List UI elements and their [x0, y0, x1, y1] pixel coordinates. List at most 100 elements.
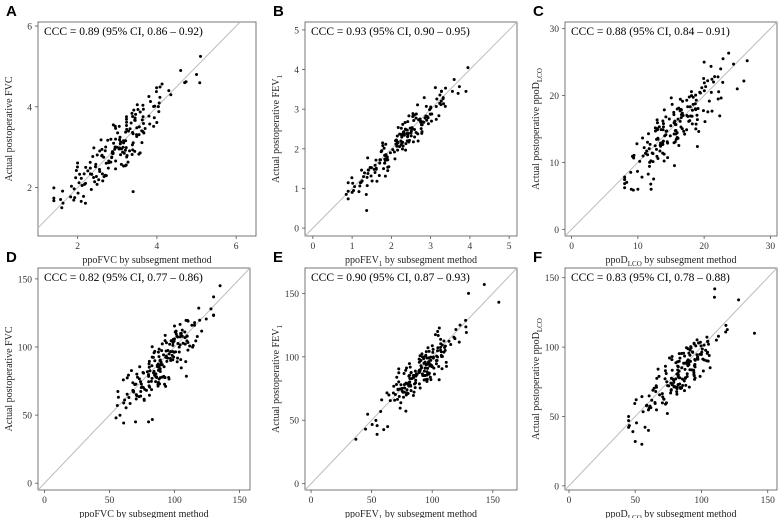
data-point [147, 393, 151, 397]
data-point [193, 321, 197, 325]
data-point [155, 121, 159, 125]
data-point [72, 198, 76, 202]
y-tick-label: 5 [294, 26, 299, 36]
data-point [84, 165, 88, 169]
data-point [437, 326, 441, 330]
data-point [709, 64, 713, 68]
data-point [670, 102, 674, 106]
data-point [358, 184, 362, 188]
data-point [429, 355, 433, 359]
data-point [752, 331, 756, 335]
ccc-annotation: CCC = 0.82 (95% CI, 0.77 – 0.86) [44, 272, 203, 284]
data-point [634, 398, 638, 402]
data-point [147, 359, 151, 363]
data-point [160, 342, 164, 346]
data-point [184, 374, 188, 378]
data-point [346, 197, 350, 201]
data-point [431, 356, 435, 360]
data-point [386, 169, 390, 173]
data-point [140, 118, 144, 122]
data-point [694, 93, 698, 97]
data-point [666, 156, 670, 160]
x-tick-label: 3 [428, 242, 433, 252]
data-point [103, 149, 107, 153]
data-point [419, 127, 423, 131]
data-point [675, 387, 679, 391]
data-point [375, 179, 379, 183]
data-point [403, 127, 407, 131]
data-point [400, 141, 404, 145]
data-point [137, 377, 141, 381]
data-point [427, 349, 431, 353]
data-point [147, 365, 151, 369]
data-point [400, 389, 404, 393]
data-point [686, 105, 690, 109]
data-point [397, 380, 401, 384]
data-point [145, 370, 149, 374]
data-point [661, 151, 665, 155]
data-point [138, 365, 142, 369]
data-point [152, 116, 156, 120]
data-point [134, 382, 138, 386]
data-point [396, 141, 400, 145]
data-point [707, 342, 711, 346]
data-point [420, 372, 424, 376]
data-point [395, 375, 399, 379]
data-point [676, 375, 680, 379]
data-point [397, 394, 401, 398]
data-point [698, 374, 702, 378]
data-point [177, 350, 181, 354]
data-point [665, 412, 669, 416]
data-point [678, 356, 682, 360]
data-point [160, 82, 164, 86]
data-point [184, 318, 188, 322]
data-point [137, 125, 141, 129]
data-point [654, 147, 658, 151]
data-point [386, 425, 390, 429]
data-point [375, 424, 379, 428]
data-point [724, 323, 728, 327]
data-point [129, 369, 133, 373]
data-point [88, 160, 92, 164]
data-point [654, 384, 658, 388]
data-point [135, 134, 139, 138]
data-point [131, 115, 135, 119]
data-point [400, 133, 404, 137]
data-point [432, 372, 436, 376]
y-tick-label: 50 [23, 412, 33, 422]
x-tick-label: 100 [425, 496, 440, 506]
data-point [701, 109, 705, 113]
data-point [52, 199, 56, 203]
data-point [677, 352, 681, 356]
data-point [688, 348, 692, 352]
data-point [72, 187, 76, 191]
data-point [186, 348, 190, 352]
panel-B: B CCC = 0.93 (95% CI, 0.90 – 0.95) 0 1 2 3 4 5 0… [271, 3, 518, 268]
data-point [705, 335, 709, 339]
data-point [700, 350, 704, 354]
data-point [131, 132, 135, 136]
data-point [689, 90, 693, 94]
data-point [647, 394, 651, 398]
data-point [658, 149, 662, 153]
x-axis-label: ppoFVC by subsegment method [79, 509, 208, 518]
data-point [381, 144, 385, 148]
data-point [682, 379, 686, 383]
y-axis-label: Actual postoperative FVC [4, 76, 15, 181]
data-point [672, 380, 676, 384]
data-point [430, 364, 434, 368]
y-tick-label: 10 [550, 159, 560, 169]
plot-frame [304, 267, 518, 491]
data-point [104, 145, 108, 149]
data-point [708, 366, 712, 370]
data-point [100, 154, 104, 158]
y-tick-label: 4 [294, 66, 299, 76]
data-point [122, 421, 126, 425]
data-point [707, 353, 711, 357]
data-point [732, 62, 736, 66]
data-point [702, 358, 706, 362]
data-point [167, 352, 171, 356]
data-point [171, 343, 175, 347]
data-point [388, 151, 392, 155]
data-point [354, 437, 358, 441]
